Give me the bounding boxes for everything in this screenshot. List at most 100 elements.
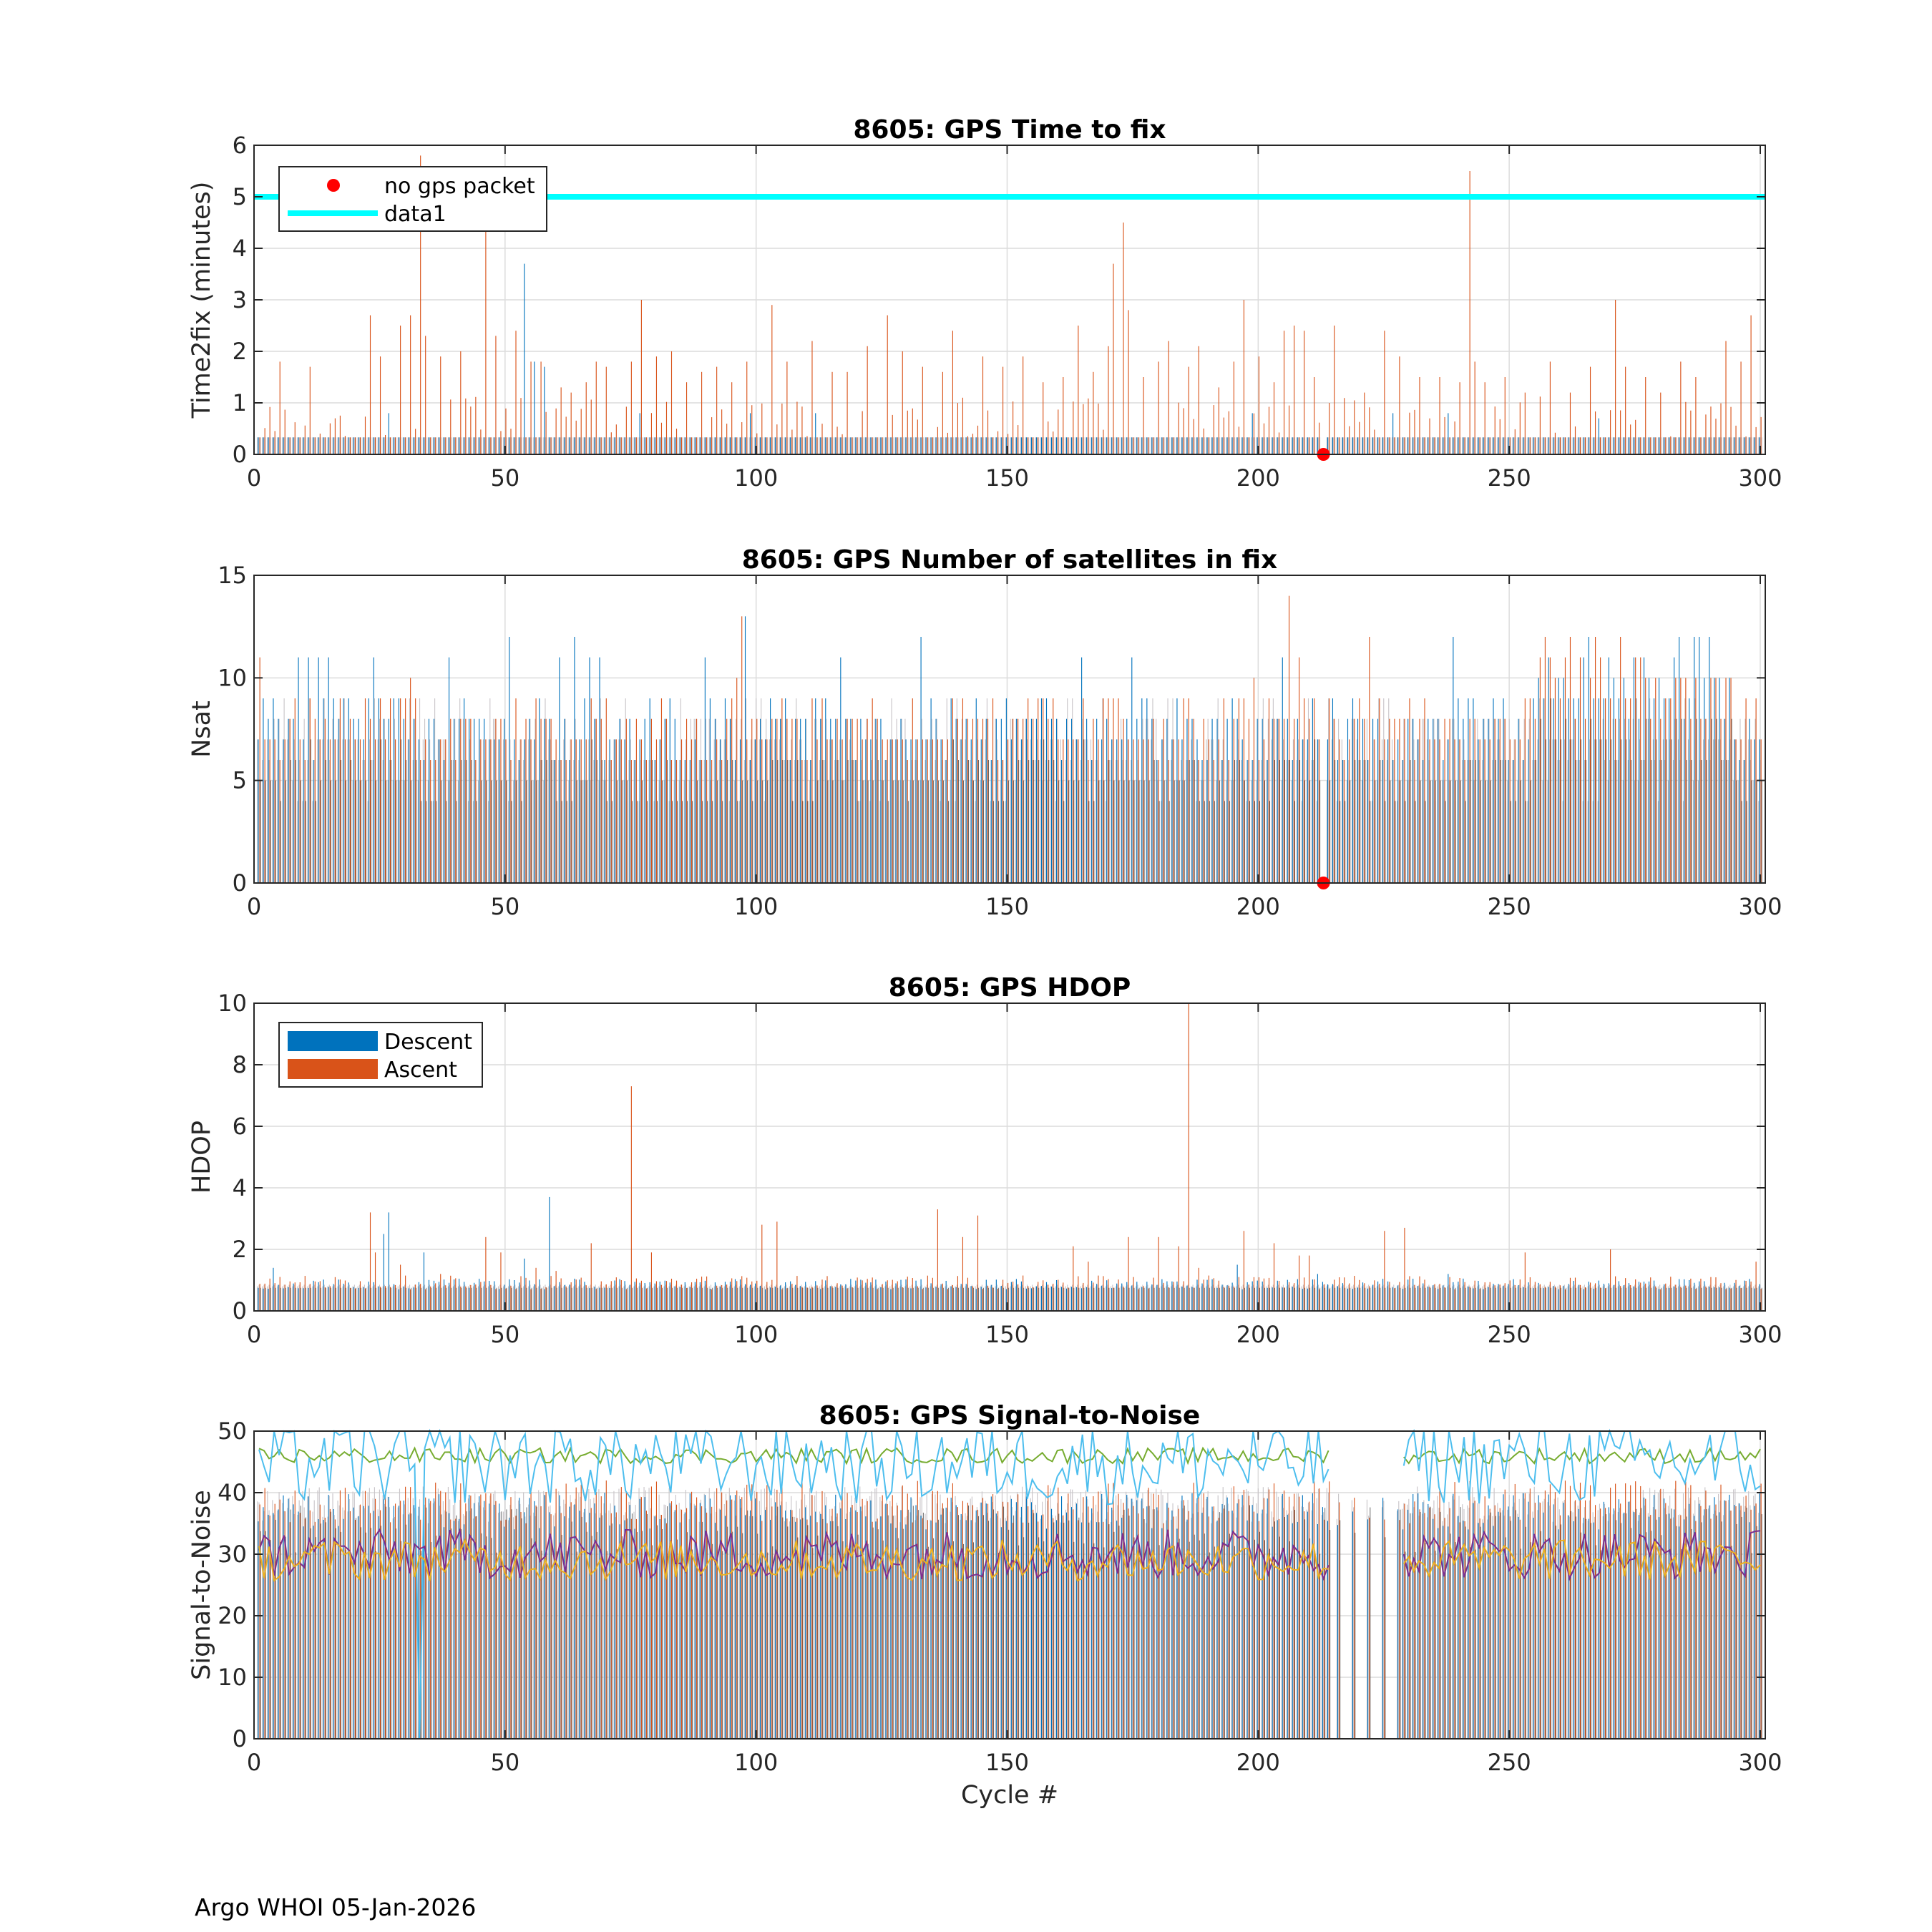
descent-bar [599,437,600,454]
ascent-bar [1349,426,1350,454]
descent-bar [559,1495,560,1739]
descent-bar [1402,760,1404,883]
ascent-bar [415,1284,416,1311]
faded-bar [1162,1284,1163,1311]
faded-bar [1483,437,1485,454]
descent-bar [1246,760,1248,883]
overlap-bar [1033,1287,1035,1311]
faded-bar [1107,1284,1108,1311]
faded-bar [1568,739,1570,883]
faded-bar [568,1286,570,1311]
faded-bar [1013,437,1015,454]
descent-bar [1377,718,1379,883]
faded-bar [312,801,313,883]
faded-bar [467,1286,469,1311]
descent-bar [835,718,836,883]
faded-bar [424,437,426,454]
ascent-bar [796,401,798,454]
faded-bar [1719,1284,1721,1311]
overlap-bar [1033,760,1035,883]
faded-bar [1738,780,1740,883]
faded-bar [402,1286,404,1311]
descent-bar [1397,437,1399,454]
ascent-bar [1695,678,1697,883]
faded-bar [1654,1284,1656,1311]
ascent-bar [987,1285,989,1311]
faded-bar [1753,437,1755,454]
descent-bar [358,1516,359,1739]
faded-bar [409,1284,411,1311]
faded-bar [1070,760,1072,883]
descent-bar [1538,1282,1539,1311]
faded-bar [362,437,364,454]
descent-bar [1282,657,1283,883]
faded-bar [367,1493,369,1739]
faded-bar [837,437,839,454]
faded-bar [348,1498,350,1739]
ascent-bar [555,408,557,454]
faded-bar [1442,437,1443,454]
faded-bar [1358,760,1360,883]
overlap-bar [1691,760,1692,883]
descent-bar [719,739,721,883]
faded-bar [273,1514,275,1739]
descent-bar [855,760,857,883]
faded-bar [1423,718,1425,883]
faded-bar [1033,437,1035,454]
faded-bar [323,1284,325,1311]
faded-bar [1035,437,1036,454]
ascent-bar [1369,1286,1370,1311]
ascent-bar [1424,437,1425,454]
ascent-bar [1745,698,1747,883]
ascent-bar [1750,1282,1752,1311]
ascent-bar [1339,437,1340,454]
ascent-bar [917,1286,918,1311]
faded-bar [1664,1284,1666,1311]
faded-bar [1634,780,1636,883]
faded-bar [702,437,703,454]
faded-bar [379,437,380,454]
ascent-bar [937,739,938,883]
faded-bar [509,437,511,454]
ascent-bar [796,718,798,883]
ascent-bar [1419,1276,1420,1311]
descent-bar [1121,1283,1123,1311]
descent-bar [925,1287,927,1311]
overlap-bar [772,760,774,883]
faded-bar [851,437,852,454]
faded-bar [1182,437,1184,454]
overlap-bar [1063,1287,1065,1311]
ascent-bar [1374,1280,1375,1311]
faded-bar [323,698,325,883]
descent-bar [1241,739,1243,883]
faded-bar [392,780,394,883]
ascent-bar [495,1289,497,1311]
faded-bar [1037,437,1038,454]
faded-bar [427,780,429,883]
faded-bar [1312,760,1314,883]
faded-bar [362,1286,364,1311]
overlap-bar [912,780,914,883]
faded-bar [348,739,350,883]
ascent-bar [1489,739,1491,883]
faded-bar [728,437,730,454]
descent-bar [1332,1284,1334,1311]
descent-bar [965,437,967,454]
overlap-bar [782,1287,784,1311]
faded-bar [879,437,881,454]
faded-bar [1709,760,1711,883]
descent-bar [1216,718,1218,883]
faded-bar [278,1492,280,1739]
faded-bar [678,437,680,454]
faded-bar [774,739,776,883]
faded-bar [1563,1284,1565,1311]
faded-bar [1157,437,1158,454]
descent-bar [599,1287,600,1311]
overlap-bar [1068,1287,1070,1311]
overlap-bar [732,1287,733,1311]
faded-bar [1477,1286,1478,1311]
ascent-bar [535,437,537,454]
ascent-bar [776,424,778,454]
faded-bar [603,780,605,883]
faded-bar [876,1284,877,1311]
